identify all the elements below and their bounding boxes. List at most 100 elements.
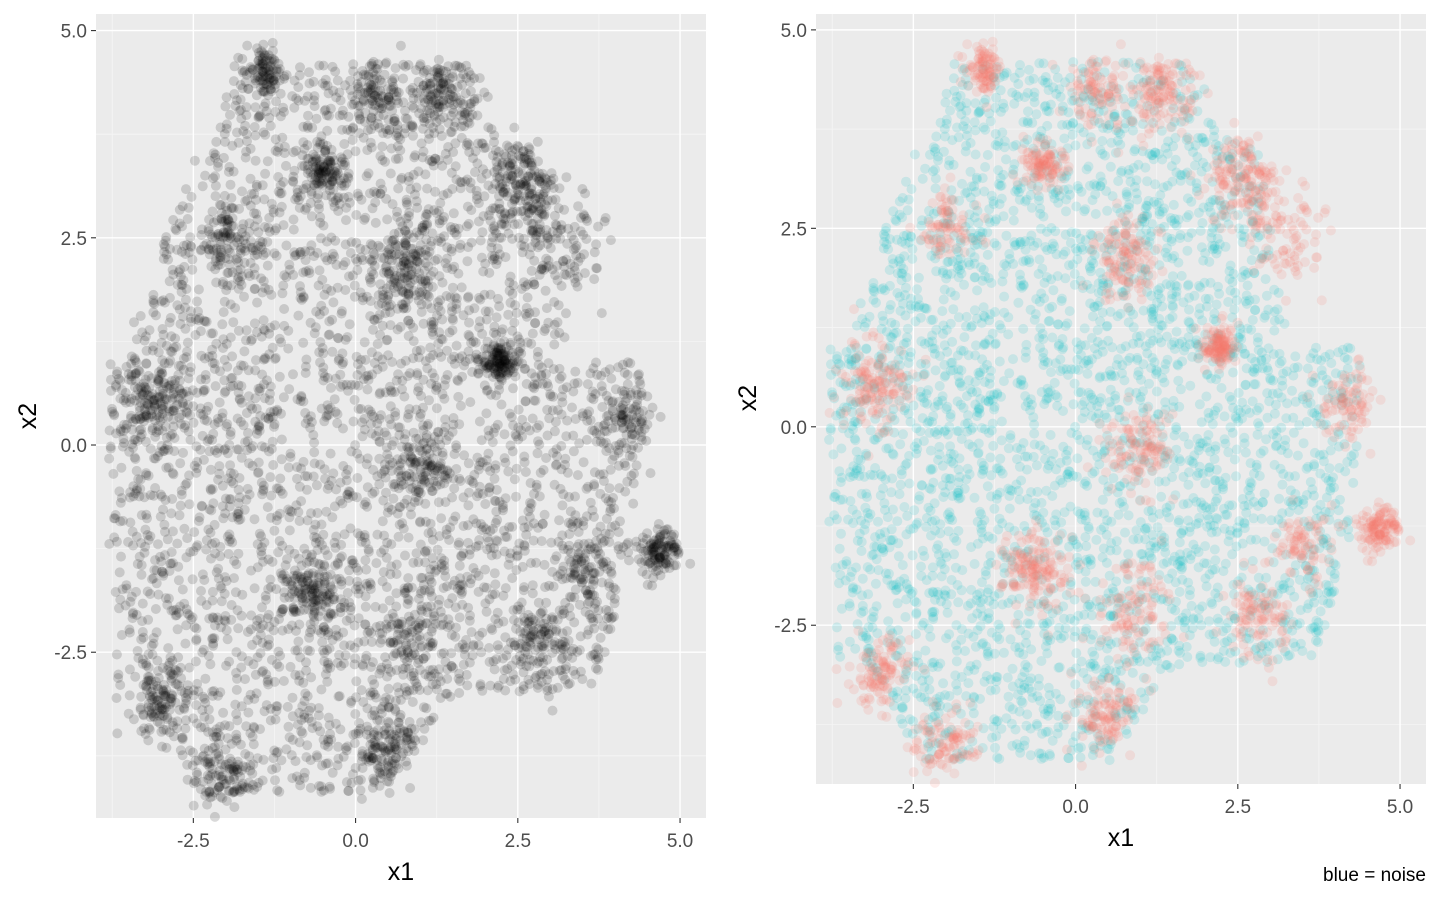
left-point (541, 453, 552, 463)
left-point (391, 249, 402, 259)
left-point (124, 624, 135, 635)
left-point (363, 125, 373, 136)
left-point (388, 479, 399, 490)
left-point (586, 678, 597, 689)
left-point (166, 547, 177, 558)
left-point (429, 128, 440, 139)
left-point (263, 554, 274, 565)
left-point (470, 337, 481, 348)
left-point (474, 481, 485, 492)
left-point (507, 446, 518, 457)
left-point (228, 221, 239, 232)
left-point (304, 627, 315, 638)
left-point (422, 618, 433, 629)
left-point (596, 559, 607, 569)
left-point (244, 271, 255, 282)
left-point (174, 304, 185, 315)
left-point (507, 573, 518, 584)
left-grid (96, 14, 706, 818)
left-point (473, 464, 484, 475)
left-point (568, 516, 579, 527)
left-point (394, 502, 405, 513)
left-point (119, 438, 129, 448)
left-point (251, 194, 261, 205)
left-point (180, 638, 191, 649)
left-point (113, 669, 124, 680)
left-point (203, 754, 214, 765)
left-point (464, 99, 475, 109)
left-point (383, 683, 394, 694)
left-point (253, 468, 263, 478)
left-point (133, 365, 144, 376)
left-point (180, 723, 191, 734)
left-point (395, 134, 406, 145)
left-point (144, 325, 155, 336)
left-point (246, 443, 257, 454)
left-point (248, 242, 258, 253)
left-point (585, 651, 596, 661)
left-point (576, 577, 587, 588)
left-point (294, 707, 305, 718)
left-point (124, 690, 135, 701)
left-point (477, 227, 488, 238)
left-point (494, 249, 505, 260)
left-point (111, 649, 122, 660)
left-point (353, 637, 364, 648)
left-point (345, 605, 356, 616)
left-point (284, 732, 295, 743)
left-point (548, 447, 559, 458)
left-point (146, 640, 157, 651)
left-point (260, 168, 271, 179)
left-point (357, 255, 368, 266)
left-point (381, 283, 392, 294)
left-point (481, 408, 492, 419)
left-point (448, 147, 459, 158)
left-point (218, 307, 229, 318)
left-point (249, 263, 260, 274)
left-point (165, 558, 176, 569)
left-point (108, 408, 119, 419)
left-point (464, 475, 475, 485)
left-point (598, 621, 608, 632)
left-point (421, 220, 432, 231)
left-point (276, 755, 287, 766)
left-point (547, 405, 558, 416)
left-point (226, 373, 237, 384)
left-point (418, 113, 429, 123)
left-point (530, 318, 540, 329)
left-point (143, 470, 154, 481)
left-point (483, 122, 494, 133)
left-point (333, 631, 344, 642)
left-point (198, 454, 209, 465)
left-point (566, 519, 576, 530)
left-point (210, 191, 221, 202)
left-point (454, 612, 465, 623)
left-point (605, 504, 616, 514)
left-point (631, 460, 642, 471)
left-point (401, 689, 412, 700)
left-point (344, 319, 355, 330)
left-point (129, 317, 139, 328)
left-point (241, 408, 252, 418)
left-point (418, 735, 429, 746)
left-point (555, 483, 566, 494)
left-point (324, 643, 335, 654)
left-point (383, 249, 394, 260)
left-point (343, 111, 354, 122)
left-point (197, 430, 208, 441)
left-point (126, 371, 137, 382)
left-point (596, 370, 607, 381)
left-point (149, 565, 160, 575)
left-point (622, 476, 633, 487)
left-point (185, 410, 195, 421)
left-point (289, 102, 300, 113)
left-point (198, 644, 209, 655)
left-point (447, 325, 458, 336)
left-point (203, 650, 214, 661)
left-point (558, 384, 569, 395)
left-point (213, 260, 223, 271)
left-point (221, 92, 232, 103)
left-point (224, 439, 235, 450)
left-point (201, 316, 212, 327)
left-point (222, 448, 233, 459)
